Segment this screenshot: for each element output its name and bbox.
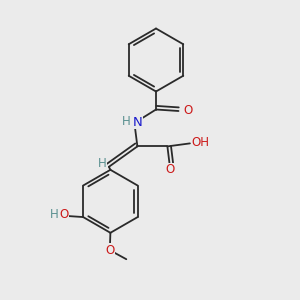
Text: O: O — [59, 208, 68, 221]
Text: H: H — [122, 115, 130, 128]
Text: O: O — [166, 163, 175, 176]
Text: H: H — [98, 157, 107, 170]
Text: O: O — [105, 244, 114, 257]
Text: OH: OH — [191, 136, 209, 149]
Text: O: O — [183, 104, 192, 118]
Text: H: H — [50, 208, 58, 221]
Text: N: N — [133, 116, 142, 129]
